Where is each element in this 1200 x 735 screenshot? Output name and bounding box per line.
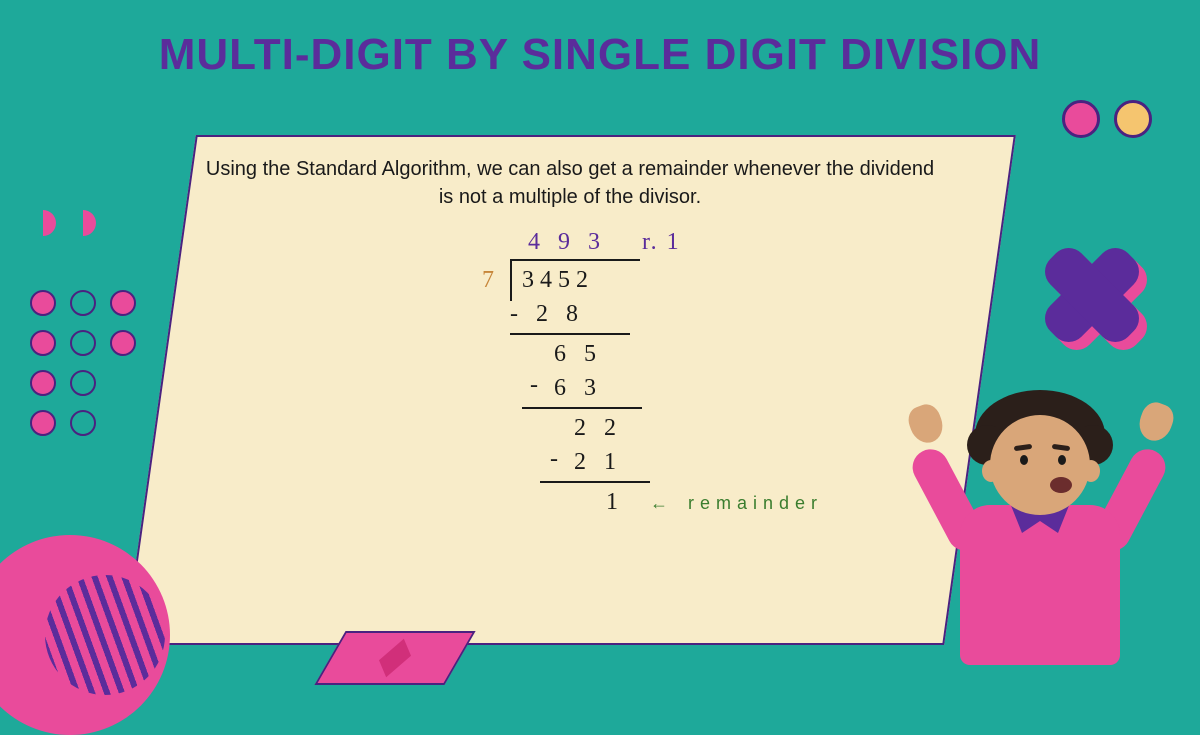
content-panel: Using the Standard Algorithm, we can als…: [160, 135, 980, 645]
page-title: MULTI-DIGIT BY SINGLE DIGIT DIVISION: [0, 0, 1200, 80]
multiply-icon: [1040, 240, 1160, 360]
remainder-annotation: remainder: [688, 493, 823, 514]
step3-subtract: 2 1: [574, 449, 622, 476]
step3-minus: -: [550, 449, 564, 476]
step2-subtract: 6 3: [554, 375, 602, 402]
dividend: 3452: [522, 267, 594, 294]
quotient: 4 9 3: [528, 229, 606, 256]
step1-subtract: - 2 8: [510, 301, 584, 328]
child-illustration: [890, 355, 1190, 695]
stripes-decoration: [45, 575, 165, 695]
step2-value: 6 5: [554, 341, 602, 368]
final-remainder: 1: [606, 489, 624, 516]
description-text: Using the Standard Algorithm, we can als…: [200, 155, 940, 211]
remainder-arrow-icon: ←: [650, 493, 674, 514]
step2-minus: -: [530, 375, 544, 402]
step3-value: 2 2: [574, 415, 622, 442]
divisor: 7: [482, 267, 500, 294]
remainder-label: r. 1: [642, 229, 681, 256]
